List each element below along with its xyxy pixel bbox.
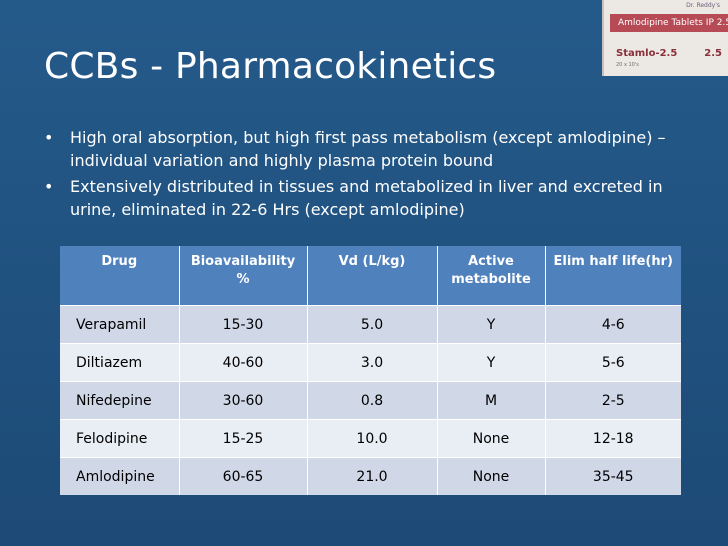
- cell-bioavailability: 30-60: [179, 381, 308, 420]
- pillbox-dose: 2.5: [704, 48, 722, 59]
- cell-vd: 21.0: [307, 457, 438, 495]
- header-elim-half-life: Elim half life(hr): [545, 246, 681, 306]
- table-header-row: Drug Bioavailability % Vd (L/kg) Active …: [60, 246, 681, 306]
- cell-vd: 10.0: [307, 419, 438, 458]
- table-row: Amlodipine 60-65 21.0 None 35-45: [60, 457, 681, 495]
- slide-title: CCBs - Pharmacokinetics: [44, 46, 497, 87]
- pillbox-band-text: Amlodipine Tablets IP 2.5 mg: [610, 14, 728, 32]
- cell-drug: Verapamil: [60, 305, 180, 344]
- cell-bioavailability: 15-25: [179, 419, 308, 458]
- pillbox-pack: 20 x 10's: [616, 62, 639, 68]
- pill-box-photo: Dr. Reddy's Amlodipine Tablets IP 2.5 mg…: [602, 0, 728, 76]
- cell-drug: Amlodipine: [60, 457, 180, 495]
- cell-bioavailability: 40-60: [179, 343, 308, 382]
- cell-elim-half-life: 12-18: [545, 419, 681, 458]
- cell-bioavailability: 60-65: [179, 457, 308, 495]
- cell-active-metabolite: Y: [437, 305, 546, 344]
- cell-elim-half-life: 5-6: [545, 343, 681, 382]
- header-bioavailability: Bioavailability %: [179, 246, 308, 306]
- cell-elim-half-life: 2-5: [545, 381, 681, 420]
- cell-drug: Diltiazem: [60, 343, 180, 382]
- bullet-list: • High oral absorption, but high first p…: [44, 126, 694, 224]
- cell-active-metabolite: Y: [437, 343, 546, 382]
- bullet-text: Extensively distributed in tissues and m…: [70, 177, 663, 219]
- pillbox-brand: Stamlo-2.5: [616, 48, 678, 59]
- bullet-item: • High oral absorption, but high first p…: [44, 126, 694, 172]
- table-row: Felodipine 15-25 10.0 None 12-18: [60, 419, 681, 458]
- header-vd: Vd (L/kg): [307, 246, 438, 306]
- table-row: Verapamil 15-30 5.0 Y 4-6: [60, 305, 681, 344]
- cell-elim-half-life: 4-6: [545, 305, 681, 344]
- cell-vd: 3.0: [307, 343, 438, 382]
- bullet-text: High oral absorption, but high first pas…: [70, 128, 666, 170]
- pharmacokinetics-table: Drug Bioavailability % Vd (L/kg) Active …: [60, 246, 681, 495]
- bullet-item: • Extensively distributed in tissues and…: [44, 175, 694, 221]
- cell-drug: Felodipine: [60, 419, 180, 458]
- table-row: Diltiazem 40-60 3.0 Y 5-6: [60, 343, 681, 382]
- bullet-icon: •: [44, 177, 54, 196]
- header-drug: Drug: [60, 246, 180, 306]
- cell-active-metabolite: M: [437, 381, 546, 420]
- cell-bioavailability: 15-30: [179, 305, 308, 344]
- cell-elim-half-life: 35-45: [545, 457, 681, 495]
- cell-drug: Nifedepine: [60, 381, 180, 420]
- cell-active-metabolite: None: [437, 457, 546, 495]
- bullet-icon: •: [44, 128, 54, 147]
- cell-vd: 5.0: [307, 305, 438, 344]
- header-active-metabolite: Active metabolite: [437, 246, 546, 306]
- table-row: Nifedepine 30-60 0.8 M 2-5: [60, 381, 681, 420]
- pillbox-logo: Dr. Reddy's: [686, 2, 720, 9]
- cell-active-metabolite: None: [437, 419, 546, 458]
- cell-vd: 0.8: [307, 381, 438, 420]
